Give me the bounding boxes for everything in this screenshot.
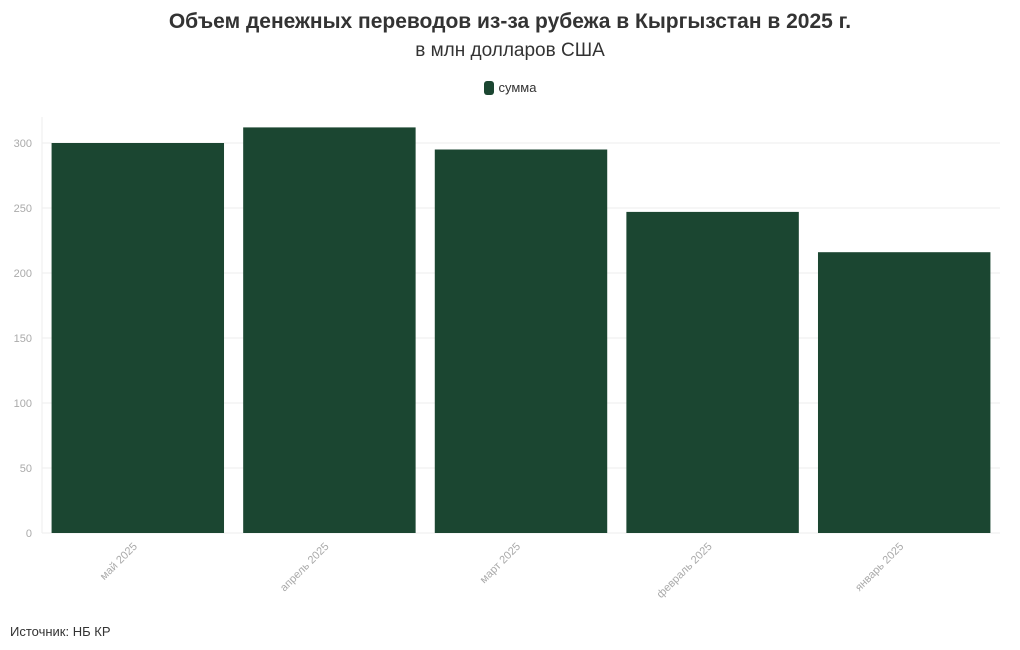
legend[interactable]: сумма [0,80,1020,95]
x-tick-label: апрель 2025 [278,541,331,594]
bar [434,149,608,533]
x-tick-label: февраль 2025 [655,541,715,601]
source-note: Источник: НБ КР [10,624,111,639]
legend-label: сумма [498,80,537,95]
chart-subtitle: в млн долларов США [415,40,605,61]
bar [51,143,225,533]
y-tick-label: 0 [26,528,32,540]
bar [626,211,799,533]
x-tick-label: март 2025 [478,541,523,586]
legend-swatch [483,80,494,95]
y-tick-label: 200 [14,268,32,280]
y-tick-label: 250 [14,203,32,215]
y-tick-label: 150 [14,333,32,345]
x-tick-label: май 2025 [98,541,140,583]
y-tick-label: 100 [14,398,32,410]
y-tick-label: 50 [20,463,32,475]
y-tick-label: 300 [14,138,32,150]
chart-title: Объем денежных переводов из-за рубежа в … [168,10,852,33]
bar [243,127,416,534]
bar [817,252,991,533]
x-tick-label: январь 2025 [853,541,906,594]
